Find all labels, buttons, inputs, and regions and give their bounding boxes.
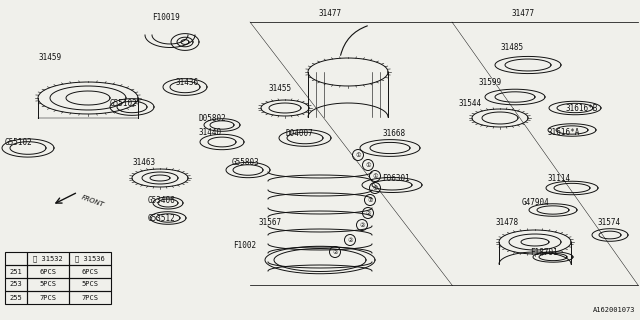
Text: 6PCS: 6PCS (81, 268, 99, 275)
Text: 5PCS: 5PCS (81, 282, 99, 287)
Text: 31544: 31544 (458, 99, 481, 108)
Text: G47904: G47904 (522, 197, 550, 206)
Text: 6PCS: 6PCS (40, 268, 56, 275)
Text: 31459: 31459 (38, 52, 61, 61)
Text: 31477: 31477 (512, 9, 535, 18)
Bar (69, 265, 111, 278)
Text: ②: ② (365, 211, 371, 215)
Text: G55102: G55102 (5, 138, 33, 147)
Text: ①: ① (355, 153, 361, 157)
Bar (27, 291, 69, 304)
Bar (5, 252, 27, 265)
Text: ②: ② (359, 222, 365, 228)
Text: ①: ① (372, 186, 378, 190)
Text: 31567: 31567 (258, 218, 281, 227)
Text: 5PCS: 5PCS (40, 282, 56, 287)
Text: A162001073: A162001073 (593, 307, 635, 313)
Text: 253: 253 (10, 282, 22, 287)
Text: 31668: 31668 (382, 129, 405, 138)
Bar (5, 291, 27, 304)
Text: ②: ② (347, 237, 353, 243)
Text: G55102: G55102 (110, 99, 138, 108)
Text: ①: ① (372, 173, 378, 179)
Text: F18701: F18701 (530, 247, 557, 257)
Bar (27, 252, 69, 265)
Text: G55803: G55803 (232, 157, 260, 166)
Bar (69, 252, 111, 265)
Bar (5, 265, 27, 278)
Text: D04007: D04007 (285, 129, 313, 138)
Text: 31574: 31574 (598, 218, 621, 227)
Text: FRONT: FRONT (80, 194, 104, 208)
Bar (5, 278, 27, 291)
Text: G53406: G53406 (148, 196, 176, 204)
Bar (69, 278, 111, 291)
Text: ② 31536: ② 31536 (75, 255, 105, 262)
Text: 31436: 31436 (175, 77, 198, 86)
Text: ①: ① (367, 197, 373, 203)
Text: 7PCS: 7PCS (81, 294, 99, 300)
Text: 31477: 31477 (318, 9, 341, 18)
Text: F10019: F10019 (152, 12, 180, 21)
Text: 31616*B: 31616*B (565, 103, 597, 113)
Text: ②: ② (332, 250, 338, 254)
Text: 31616*A: 31616*A (548, 127, 580, 137)
Bar (69, 291, 111, 304)
Text: 251: 251 (10, 268, 22, 275)
Text: F06301: F06301 (382, 173, 410, 182)
Text: 31114: 31114 (548, 173, 571, 182)
Text: 31463: 31463 (132, 157, 155, 166)
Text: ①: ① (365, 163, 371, 167)
Bar (27, 278, 69, 291)
Text: 31478: 31478 (495, 218, 518, 227)
Text: 7PCS: 7PCS (40, 294, 56, 300)
Text: 255: 255 (10, 294, 22, 300)
Bar (27, 265, 69, 278)
Text: 31599: 31599 (478, 77, 501, 86)
Text: 31440: 31440 (198, 127, 221, 137)
Text: D05802: D05802 (198, 114, 226, 123)
Text: 31455: 31455 (268, 84, 291, 92)
Text: 31485: 31485 (500, 43, 523, 52)
Text: G53512: G53512 (148, 213, 176, 222)
Text: F1002: F1002 (233, 241, 256, 250)
Text: ① 31532: ① 31532 (33, 255, 63, 262)
